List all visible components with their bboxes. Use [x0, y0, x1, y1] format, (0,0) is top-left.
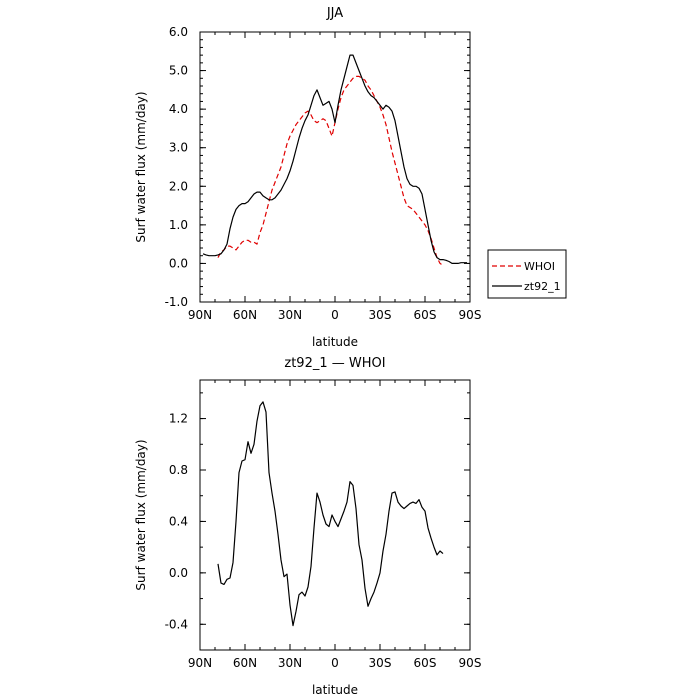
plot-frame	[199, 31, 471, 303]
x-axis-ticks: 90N 60N 30N 0 30S 60S 90S	[188, 380, 482, 670]
series-layer	[202, 54, 467, 266]
y-tick-label: -0.4	[165, 617, 188, 631]
series-line-difference	[217, 401, 444, 627]
y-tick-label: 5.0	[169, 64, 188, 78]
x-tick-label: 60S	[414, 656, 437, 670]
y-tick-label: 6.0	[169, 25, 188, 39]
x-tick-label: 90N	[188, 656, 212, 670]
x-axis-label: latitude	[312, 683, 358, 697]
y-tick-label: 1.0	[169, 218, 188, 232]
x-tick-label: 30S	[369, 656, 392, 670]
legend-entry-zt92: zt92_1	[524, 280, 561, 293]
x-tick-label: 60N	[233, 308, 257, 322]
series-line-whoi	[217, 75, 444, 266]
x-tick-label: 30N	[278, 308, 302, 322]
y-tick-label: 0.8	[169, 463, 188, 477]
x-tick-label: 60N	[233, 656, 257, 670]
x-tick-label: 30N	[278, 656, 302, 670]
y-axis-label: Surf water flux (mm/day)	[134, 91, 148, 242]
x-tick-label: 0	[331, 656, 339, 670]
series-layer	[217, 401, 444, 627]
y-tick-label: 4.0	[169, 102, 188, 116]
legend-entry-whoi: WHOI	[524, 260, 555, 273]
legend: WHOI zt92_1	[487, 249, 567, 299]
x-tick-label: 90N	[188, 308, 212, 322]
y-tick-label: -1.0	[165, 295, 188, 309]
chart-title: zt92_1 — WHOI	[284, 356, 385, 371]
x-tick-label: 90S	[459, 656, 482, 670]
y-tick-label: 0.0	[169, 566, 188, 580]
y-tick-label: 1.2	[169, 412, 188, 426]
x-tick-label: 60S	[414, 308, 437, 322]
chart-top: JJA -1.0 0.0 1.0 2.0 3.0 4.0 5.0 6.0 90N 60N 30N 0…	[134, 6, 481, 349]
y-tick-label: 0.4	[169, 514, 188, 528]
chart-bottom: zt92_1 — WHOI -0.4 0.0 0.4 0.8 1.2 90N 60N 30N…	[134, 356, 481, 697]
series-line-zt92-1	[202, 54, 467, 264]
x-tick-label: 30S	[369, 308, 392, 322]
x-tick-label: 0	[331, 308, 339, 322]
legend-box	[487, 249, 567, 299]
y-tick-label: 0.0	[169, 256, 188, 270]
chart-title: JJA	[326, 6, 343, 21]
x-tick-label: 90S	[459, 308, 482, 322]
y-axis-ticks: -0.4 0.0 0.4 0.8 1.2	[165, 392, 470, 651]
y-tick-label: 3.0	[169, 141, 188, 155]
plot-frame	[199, 379, 471, 651]
y-tick-label: 2.0	[169, 179, 188, 193]
x-axis-label: latitude	[312, 335, 358, 349]
y-axis-ticks: -1.0 0.0 1.0 2.0 3.0 4.0 5.0 6.0	[165, 25, 470, 309]
y-axis-label: Surf water flux (mm/day)	[134, 439, 148, 590]
x-axis-ticks: 90N 60N 30N 0 30S 60S 90S	[188, 32, 482, 322]
